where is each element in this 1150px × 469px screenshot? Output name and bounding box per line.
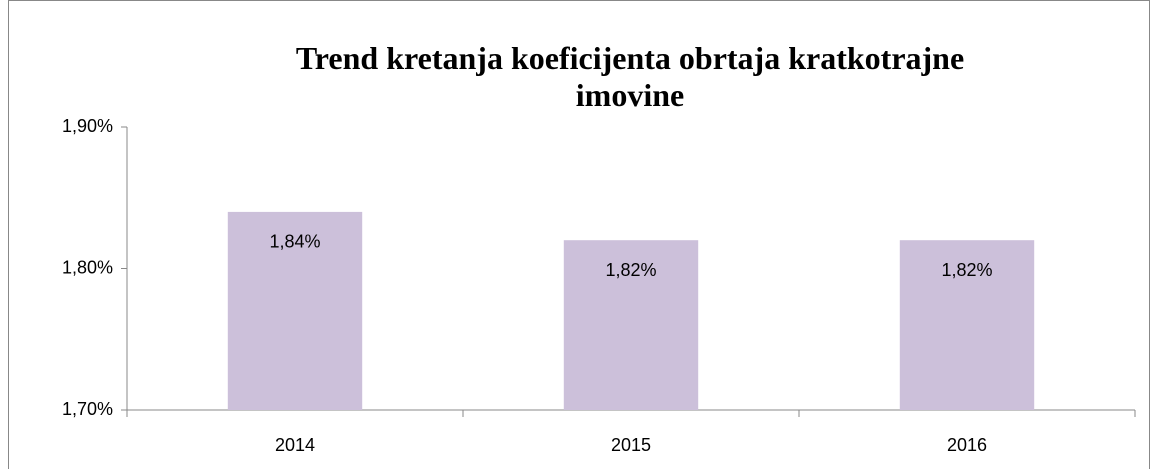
y-tick-label: 1,80% [62, 257, 113, 277]
y-tick-label: 1,70% [62, 399, 113, 419]
bar [227, 211, 363, 410]
x-tick-label: 2014 [275, 435, 315, 455]
y-tick-label: 1,90% [62, 116, 113, 136]
chart-title: Trend kretanja koeficijenta obrtaja krat… [295, 40, 965, 113]
x-tick-label: 2015 [611, 435, 651, 455]
data-label: 1,82% [941, 260, 992, 280]
x-tick-label: 2016 [947, 435, 987, 455]
bar [899, 240, 1035, 410]
bar [563, 240, 699, 410]
data-label: 1,84% [269, 232, 320, 252]
data-label: 1,82% [605, 260, 656, 280]
